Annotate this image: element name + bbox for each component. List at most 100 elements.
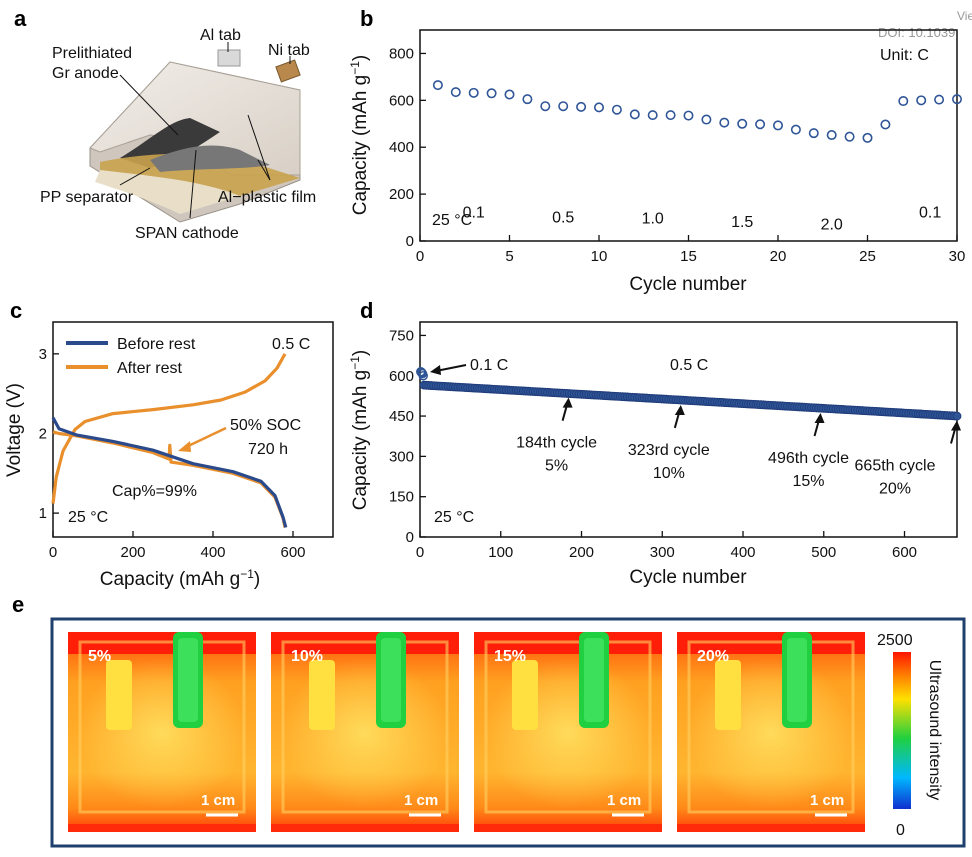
scale-bar-label: 1 cm: [404, 792, 438, 809]
b-ytick-label: 600: [389, 92, 414, 109]
cell-outline: [78, 658, 246, 808]
b-ytick-label: 800: [389, 45, 414, 62]
c-xtick-label: 200: [120, 544, 145, 561]
colorbar-max: 2500: [877, 632, 913, 649]
rate-label: 1.5: [731, 214, 753, 231]
al-tab-shape: [217, 49, 241, 67]
axes-frame-b: [419, 29, 958, 242]
b-xtick-label: 30: [949, 248, 966, 265]
cell-edge: [78, 640, 246, 814]
cell-edge: [687, 640, 855, 814]
soc-fade-label: 5%: [88, 648, 111, 665]
capacity-point: [576, 101, 587, 112]
b-ytick-label: 400: [389, 139, 414, 156]
label-cathode: SPAN cathode: [135, 225, 239, 242]
b-xtick-label: 20: [770, 248, 787, 265]
capacity-point: [504, 89, 515, 100]
d-xtick-label: 300: [650, 544, 675, 561]
al-tab-image: [512, 660, 538, 730]
cycle-point: [952, 411, 962, 421]
bottom-band: [68, 824, 256, 832]
ultrasound-image: 10% 1 cm: [271, 632, 459, 832]
label-separator: PP separator: [40, 189, 134, 206]
cycle-marker-label: 496th cycle: [768, 450, 849, 467]
ylabel-c: Voltage (V): [4, 383, 25, 477]
soc-fade-label: 10%: [291, 648, 323, 665]
b-ytick-label: 200: [389, 186, 414, 203]
rate-label: 1.0: [642, 211, 664, 228]
capacity-point: [683, 110, 694, 121]
rate-label: 0.1: [919, 205, 941, 222]
scale-bar-label: 1 cm: [810, 792, 844, 809]
capacity-point: [719, 117, 730, 128]
d-xtick-label: 100: [488, 544, 513, 561]
b-xtick-label: 25: [859, 248, 876, 265]
panel-label-c: c: [10, 298, 22, 323]
d-ytick-label: 600: [389, 368, 414, 385]
after-rest-charge-line: [51, 353, 287, 504]
cap-note: Cap%=99%: [112, 483, 197, 500]
capacity-point: [826, 130, 837, 141]
al-tab-image: [715, 660, 741, 730]
capacity-point: [737, 118, 748, 129]
soc-fade-label: 20%: [697, 648, 729, 665]
unit-note-b: Unit: C: [880, 47, 929, 64]
capacity-point: [701, 114, 712, 125]
ylabel-d-sup: −1: [348, 356, 362, 370]
panel-d: d 0 100 200 300 400 500 600 0 150 300 450 600 750 18…: [348, 298, 962, 588]
cycle-marker-arrowhead: [562, 397, 573, 408]
panel-label-b: b: [360, 6, 373, 31]
cycle-marker-arrowhead: [814, 413, 825, 423]
ultrasound-image: 5% 1 cm: [68, 632, 256, 832]
capacity-point: [468, 87, 479, 98]
legend-after-rest: After rest: [117, 360, 182, 377]
ylabel-b-main: Capacity (mAh g: [350, 75, 371, 215]
ni-tab-core: [381, 638, 401, 722]
panel-label-d: d: [360, 298, 373, 323]
axes-frame-d: [419, 321, 958, 538]
b-ytick-label: 0: [406, 233, 414, 250]
legend-before-rest: Before rest: [117, 336, 196, 353]
d-ytick-label: 0: [406, 529, 414, 546]
capacity-point: [611, 104, 622, 115]
initial-cycle-point: [418, 371, 428, 381]
leader-film-1: [247, 114, 271, 181]
ni-tab-core: [787, 638, 807, 722]
capacity-point: [540, 101, 551, 112]
xlabel-c-sup: −1: [240, 567, 254, 581]
c-ytick-label: 1: [39, 505, 47, 522]
cell-outline: [484, 658, 652, 808]
soc-fade-label: 15%: [494, 648, 526, 665]
label-film: Al−plastic film: [218, 189, 316, 206]
c-xtick-label: 0: [49, 544, 57, 561]
soc-arrowhead: [178, 441, 191, 452]
soc-line2: 720 h: [248, 441, 288, 458]
d-xtick-label: 0: [416, 544, 424, 561]
temperature-c: 25 °C: [68, 509, 108, 526]
cycle-marker-fade: 15%: [793, 473, 825, 490]
colorbar: [893, 652, 911, 809]
capacity-point: [450, 87, 461, 98]
ni-tab-core: [584, 638, 604, 722]
panel-label-a: a: [14, 6, 27, 31]
label-al-tab: Al tab: [200, 27, 241, 44]
capacity-point: [808, 128, 819, 139]
ylabel-d: Capacity (mAh g−1): [348, 350, 371, 510]
capacity-point: [772, 120, 783, 131]
capacity-point: [862, 132, 873, 143]
bottom-band: [474, 824, 662, 832]
c-ytick-label: 2: [39, 425, 47, 442]
xlabel-c-end: ): [254, 569, 260, 590]
capacity-point: [558, 101, 569, 112]
d-xtick-label: 200: [569, 544, 594, 561]
rate-low-d: 0.1 C: [470, 357, 508, 374]
capacity-point: [432, 80, 443, 91]
leader-cathode: [189, 149, 197, 219]
watermark-line1: Vie: [957, 9, 972, 23]
capacity-point: [755, 119, 766, 130]
capacity-point: [880, 119, 891, 130]
scale-bar-label: 1 cm: [201, 792, 235, 809]
leader-film-2: [257, 159, 271, 181]
capacity-point: [844, 131, 855, 142]
